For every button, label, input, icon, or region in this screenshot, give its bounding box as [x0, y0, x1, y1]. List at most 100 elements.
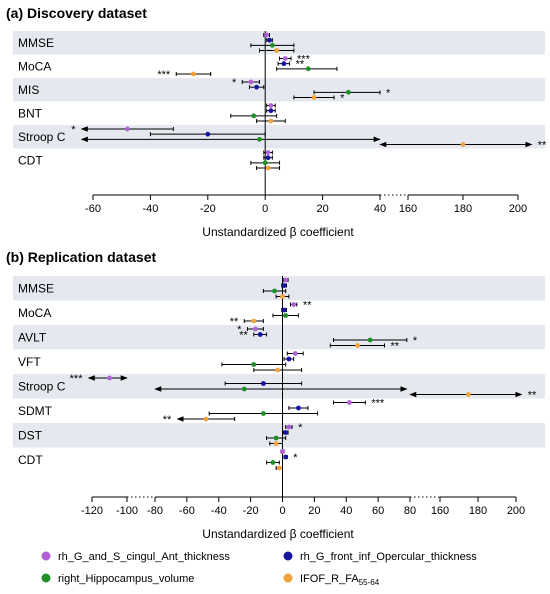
x-axis: -60 -40 -20 0 20 40 160 180 200 Unstandardized β …	[85, 194, 527, 239]
row-moca: MoCA ** **	[18, 300, 312, 329]
row-band	[13, 78, 545, 102]
significance-marker: *	[298, 422, 303, 434]
point-estimate	[191, 71, 196, 77]
significance-marker: *	[340, 93, 345, 105]
significance-marker: **	[391, 341, 400, 353]
row-dst: DST *	[18, 422, 303, 446]
tick-label: -60	[179, 505, 195, 517]
point-estimate	[347, 400, 352, 405]
point-estimate	[248, 79, 254, 85]
point-estimate	[311, 95, 317, 100]
panel-letter: (b)	[6, 249, 24, 265]
legend-label: right_Hippocampus_volume	[58, 573, 194, 585]
tick-label: 160	[399, 203, 417, 215]
significance-marker: **	[528, 390, 537, 402]
significance-marker: *	[232, 77, 237, 89]
point-estimate	[205, 131, 211, 137]
point-estimate	[355, 343, 360, 348]
point-estimate	[125, 126, 130, 132]
point-estimate	[257, 136, 262, 142]
point-estimate	[280, 449, 285, 454]
tick-label: -20	[200, 203, 216, 215]
point-estimate	[254, 84, 259, 90]
row-cdt: CDT	[18, 150, 281, 171]
point-estimate	[251, 362, 257, 367]
significance-marker: **	[296, 59, 305, 71]
point-estimate	[276, 465, 282, 471]
row-mmse: MMSE	[18, 32, 295, 53]
row-label: VFT	[18, 355, 41, 369]
x-axis-title: Unstandardized β coefficient	[202, 527, 354, 541]
legend-item: rh_G_front_inf_Opercular_thickness	[283, 551, 477, 563]
point-estimate	[241, 386, 247, 392]
row-moca: MoCA ********	[18, 54, 338, 81]
panel-letter: (a)	[6, 5, 23, 21]
row-stroop-c: Stroop C*****	[18, 373, 537, 402]
point-estimate	[346, 89, 351, 95]
legend-item: right_Hippocampus_volume	[41, 573, 194, 585]
significance-marker: **	[230, 316, 239, 328]
point-estimate	[367, 337, 373, 343]
panel-title: (a) Discovery dataset	[6, 5, 147, 21]
point-estimate	[107, 375, 112, 381]
point-estimate	[260, 381, 266, 386]
point-estimate	[265, 165, 271, 171]
tick-label: -60	[85, 203, 101, 215]
point-estimate	[305, 66, 311, 72]
row-label: DST	[18, 428, 43, 442]
significance-marker: *	[413, 335, 418, 347]
point-estimate	[267, 37, 272, 43]
point-estimate	[251, 113, 257, 119]
panel-replication: (b) Replication datasetMMSEMoCA****AVLT*…	[6, 249, 545, 541]
significance-marker: **	[239, 330, 248, 342]
tick-label: -80	[147, 505, 163, 517]
tick-label: -40	[142, 203, 158, 215]
row-label: SDMT	[18, 404, 53, 418]
tick-label: 180	[469, 505, 487, 517]
point-estimate	[282, 56, 288, 61]
tick-label: -20	[243, 505, 259, 517]
tick-label: 160	[431, 505, 449, 517]
legend-label: rh_G_and_S_cingul_Ant_thickness	[58, 551, 230, 563]
row-label: CDT	[18, 153, 43, 167]
point-estimate	[281, 61, 287, 67]
significance-marker: *	[386, 87, 391, 99]
legend-label-main: right_Hippocampus_volume	[58, 573, 194, 585]
point-estimate	[286, 424, 292, 430]
point-estimate	[286, 356, 292, 362]
row-label: Stroop C	[18, 130, 66, 144]
point-estimate	[265, 155, 271, 161]
point-estimate	[270, 460, 276, 465]
legend-item: rh_G_and_S_cingul_Ant_thickness	[41, 551, 230, 563]
significance-marker: *	[237, 324, 242, 336]
row-label: MMSE	[18, 281, 54, 295]
point-estimate	[203, 416, 209, 422]
point-estimate	[291, 302, 297, 307]
point-estimate	[460, 142, 466, 147]
point-estimate	[272, 288, 277, 294]
point-estimate	[253, 326, 258, 332]
point-estimate	[265, 150, 271, 155]
point-estimate	[268, 103, 274, 108]
tick-label: 20	[308, 505, 320, 517]
point-estimate	[268, 118, 274, 124]
tick-label: 20	[316, 203, 328, 215]
point-estimate	[274, 48, 280, 53]
tick-label: -40	[211, 505, 227, 517]
legend-label-main: rh_G_front_inf_Opercular_thickness	[300, 551, 477, 563]
point-estimate	[273, 435, 279, 441]
legend-swatch	[41, 551, 51, 561]
tick-label: 60	[372, 505, 384, 517]
row-avlt: AVLT*** ***	[18, 324, 418, 353]
point-estimate	[280, 294, 285, 299]
x-axis-title: Unstandardized β coefficient	[202, 225, 354, 239]
legend: rh_G_and_S_cingul_Ant_thickness rh_G_fron…	[41, 551, 477, 587]
tick-label: 80	[404, 505, 416, 517]
legend-label-main: rh_G_and_S_cingul_Ant_thickness	[58, 551, 230, 563]
row-label: Stroop C	[18, 379, 66, 393]
significance-marker: **	[163, 414, 172, 426]
point-estimate	[269, 42, 275, 48]
point-estimate	[251, 318, 257, 324]
